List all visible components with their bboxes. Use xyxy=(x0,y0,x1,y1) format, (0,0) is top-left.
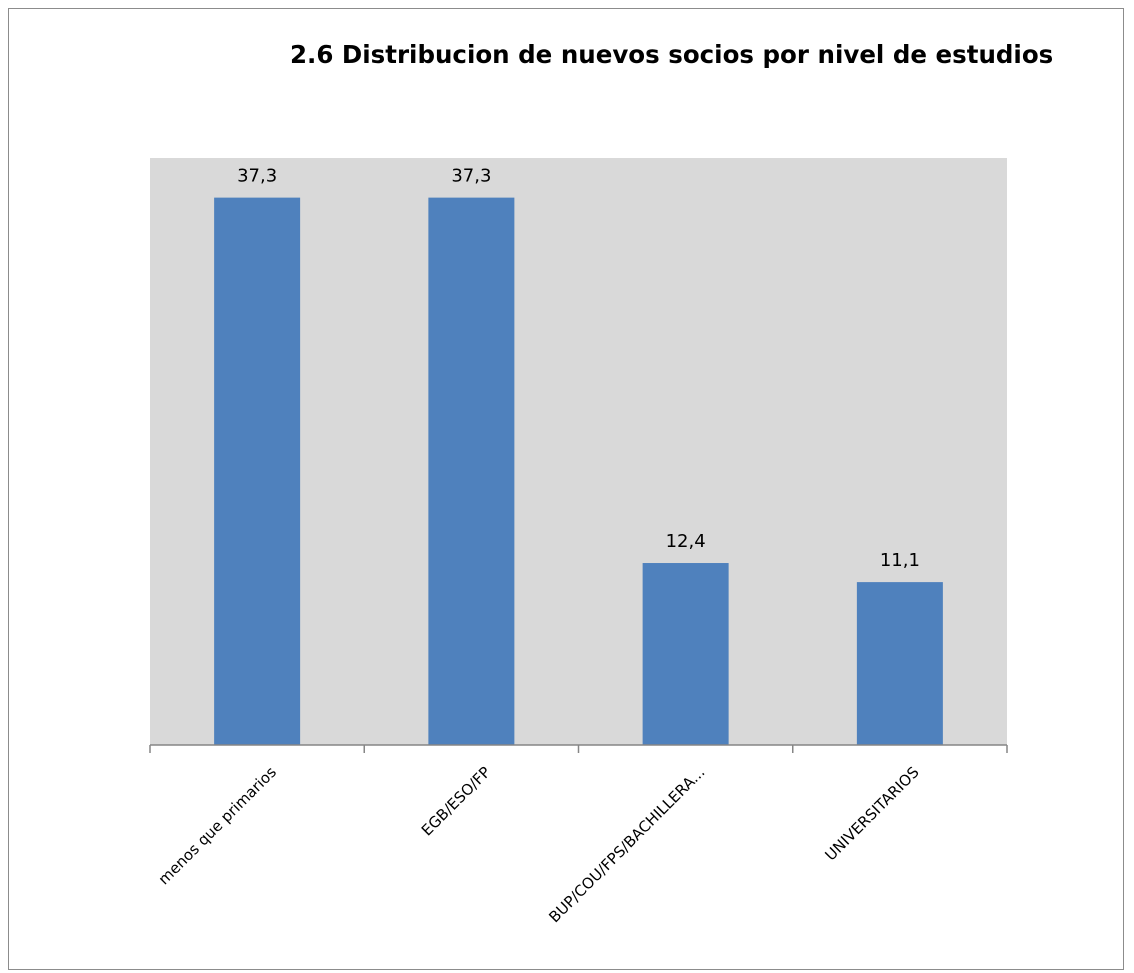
data-label: 12,4 xyxy=(666,531,706,552)
category-label: EGB/ESO/FP xyxy=(418,763,494,839)
bar xyxy=(428,197,515,745)
data-label: 37,3 xyxy=(451,166,491,187)
category-label: menos que primarios xyxy=(155,763,280,888)
bar xyxy=(856,582,943,745)
category-label: UNIVERSITARIOS xyxy=(821,763,922,864)
category-label: BUP/COU/FPS/BACHILLERA... xyxy=(545,763,708,926)
bar xyxy=(214,197,301,745)
data-label: 11,1 xyxy=(880,550,920,571)
category-labels-layer: menos que primarios EGB/ESO/FP BUP/COU/FPS… xyxy=(155,763,923,926)
bar xyxy=(642,563,729,745)
x-axis-ticks-layer xyxy=(149,745,1008,753)
chart-title: 2.6 Distribucion de nuevos socios por ni… xyxy=(290,40,1054,69)
data-label: 37,3 xyxy=(237,166,277,187)
bars-layer xyxy=(214,197,943,745)
data-labels-layer: 37,3 37,3 12,4 11,1 xyxy=(237,166,920,571)
